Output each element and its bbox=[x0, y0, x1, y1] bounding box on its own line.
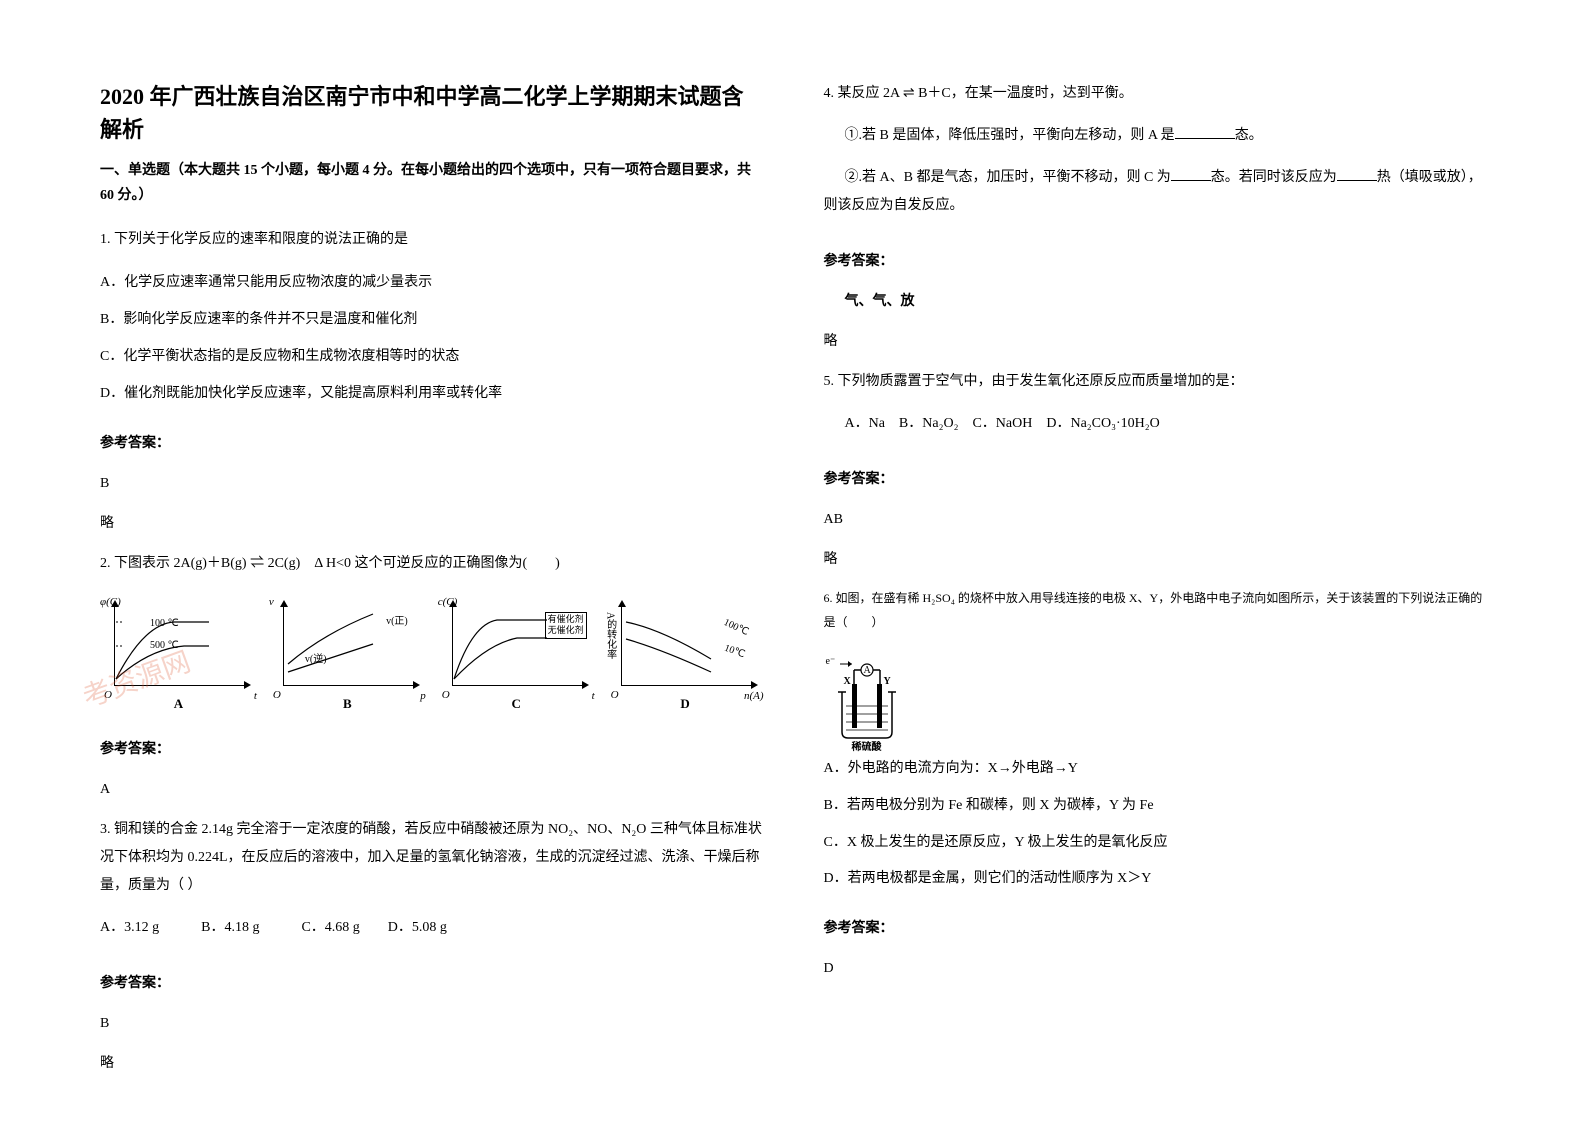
q5-answer: AB bbox=[824, 506, 1488, 534]
diagram-d-origin: O bbox=[611, 689, 619, 701]
electron-label: e⁻ bbox=[826, 656, 836, 667]
diagram-c-label: C bbox=[511, 696, 520, 712]
q5-options: A．Na B．Na₂O₂ C．NaOH D．Na₂CO₃·10H₂O bbox=[824, 410, 1488, 438]
diagram-a-curves bbox=[114, 604, 247, 686]
q1-option-c: C．化学平衡状态指的是反应物和生成物浓度相等时的状态 bbox=[100, 342, 764, 373]
diagram-b-ylabel: v bbox=[269, 596, 274, 608]
q2-diagram-b: v v(正) v(逆) O p B bbox=[269, 598, 426, 708]
section-header: 一、单选题（本大题共 15 个小题，每小题 4 分。在每小题给出的四个选项中，只… bbox=[100, 158, 764, 208]
q3-answer: B bbox=[100, 1010, 764, 1038]
q6-answer-label: 参考答案： bbox=[824, 915, 1488, 943]
q5-note: 略 bbox=[824, 546, 1488, 574]
diagram-d-xlabel: n(A) bbox=[744, 690, 764, 702]
q5-answer-label: 参考答案： bbox=[824, 466, 1488, 494]
diagram-a-label: A bbox=[174, 696, 183, 712]
q6-option-b: B．若两电极分别为 Fe 和碳棒，则 X 为碳棒，Y 为 Fe bbox=[824, 791, 1488, 822]
q6-option-c: C．X 极上发生的是还原反应，Y 极上发生的是氧化反应 bbox=[824, 828, 1488, 859]
q6-stem: 6. 如图，在盛有稀 H₂SO₄ 的烧杯中放入用导线连接的电极 X、Y，外电路中… bbox=[824, 586, 1488, 634]
diagram-b-xlabel: p bbox=[420, 690, 426, 702]
q1-option-d: D．催化剂既能加快化学反应速率，又能提高原料利用率或转化率 bbox=[100, 379, 764, 410]
diagram-a-xlabel: t bbox=[254, 690, 257, 702]
right-column: 4. 某反应 2A ⇌ B＋C，在某一温度时，达到平衡。 ①.若 B 是固体，降… bbox=[824, 80, 1488, 1062]
q3-answer-label: 参考答案： bbox=[100, 970, 764, 998]
q2-diagram-c: c(C) 有催化剂 无催化剂 O t C bbox=[438, 598, 595, 708]
diagram-d-ylabel: A的转化率 bbox=[603, 612, 618, 659]
q4-answer-label: 参考答案： bbox=[824, 248, 1488, 276]
blank-fill bbox=[1337, 167, 1377, 181]
diagram-b-origin: O bbox=[273, 689, 281, 701]
q1-answer: B bbox=[100, 470, 764, 498]
y-electrode-label: Y bbox=[884, 676, 891, 687]
q4-sub2: ②.若 A、B 都是气态，加压时，平衡不移动，则 C 为态。若同时该反应为热（填… bbox=[824, 164, 1488, 220]
q4-sub1-post: 态。 bbox=[1235, 128, 1263, 143]
q2-diagram-d: A的转化率 100℃ 10℃ O n(A) D bbox=[607, 598, 764, 708]
q2-stem: 2. 下图表示 2A(g)＋B(g) ⇌ 2C(g) Δ H<0 这个可逆反应的… bbox=[100, 550, 764, 578]
left-column: 2020 年广西壮族自治区南宁市中和中学高二化学上学期期末试题含解析 一、单选题… bbox=[100, 80, 764, 1062]
q6-option-a: A．外电路的电流方向为：X→外电路→Y bbox=[824, 754, 1488, 785]
q2-diagram-row: φ(C) 100 ℃ 500 ℃ O t A 考资源网 v bbox=[100, 598, 764, 708]
q6-device-diagram: A e⁻ X Y 稀硫酸 bbox=[824, 656, 914, 746]
diagram-b-label: B bbox=[343, 696, 352, 712]
q1-note: 略 bbox=[100, 510, 764, 538]
device-caption: 稀硫酸 bbox=[852, 738, 882, 753]
x-electrode-label: X bbox=[844, 676, 851, 687]
q2-answer: A bbox=[100, 776, 764, 804]
q6-answer: D bbox=[824, 955, 1488, 983]
q4-answer: 气、气、放 bbox=[824, 288, 1488, 316]
page-title: 2020 年广西壮族自治区南宁市中和中学高二化学上学期期末试题含解析 bbox=[100, 80, 764, 146]
blank-fill bbox=[1175, 125, 1235, 139]
q5-stem: 5. 下列物质露置于空气中，由于发生氧化还原反应而质量增加的是： bbox=[824, 368, 1488, 396]
q3-options: A．3.12 g B．4.18 g C．4.68 g D．5.08 g bbox=[100, 914, 764, 942]
diagram-a-origin: O bbox=[104, 689, 112, 701]
q4-note: 略 bbox=[824, 328, 1488, 356]
q4-stem: 4. 某反应 2A ⇌ B＋C，在某一温度时，达到平衡。 bbox=[824, 80, 1488, 108]
diagram-a-curve2-label: 500 ℃ bbox=[150, 640, 179, 651]
q4-sub1: ①.若 B 是固体，降低压强时，平衡向左移动，则 A 是 态。 bbox=[824, 122, 1488, 150]
diagram-c-legend: 有催化剂 无催化剂 bbox=[545, 612, 587, 639]
q1-answer-label: 参考答案： bbox=[100, 430, 764, 458]
diagram-c-origin: O bbox=[442, 689, 450, 701]
q2-answer-label: 参考答案： bbox=[100, 736, 764, 764]
blank-fill bbox=[1171, 167, 1211, 181]
diagram-d-label: D bbox=[680, 696, 689, 712]
q6-option-d: D．若两电极都是金属，则它们的活动性顺序为 X＞Y bbox=[824, 864, 1488, 895]
q4-sub2-mid: 态。若同时该反应为 bbox=[1211, 170, 1337, 185]
q3-stem: 3. 铜和镁的合金 2.14g 完全溶于一定浓度的硝酸，若反应中硝酸被还原为 N… bbox=[100, 816, 764, 900]
q1-option-b: B．影响化学反应速率的条件并不只是温度和催化剂 bbox=[100, 305, 764, 336]
diagram-b-curve2-label: v(逆) bbox=[305, 650, 327, 665]
q1-option-a: A．化学反应速率通常只能用反应物浓度的减少量表示 bbox=[100, 268, 764, 299]
ammeter-label: A bbox=[864, 665, 871, 676]
diagram-c-curve2-label: 无催化剂 bbox=[548, 625, 584, 637]
diagram-c-xlabel: t bbox=[592, 690, 595, 702]
diagram-a-curve1-label: 100 ℃ bbox=[150, 618, 179, 629]
diagram-b-curve1-label: v(正) bbox=[386, 612, 408, 627]
q4-sub2-pre: ②.若 A、B 都是气态，加压时，平衡不移动，则 C 为 bbox=[845, 170, 1171, 185]
q1-stem: 1. 下列关于化学反应的速率和限度的说法正确的是 bbox=[100, 226, 764, 254]
diagram-c-curve1-label: 有催化剂 bbox=[548, 614, 584, 626]
q3-note: 略 bbox=[100, 1050, 764, 1078]
q4-sub1-pre: ①.若 B 是固体，降低压强时，平衡向左移动，则 A 是 bbox=[845, 128, 1175, 143]
q2-diagram-a: φ(C) 100 ℃ 500 ℃ O t A 考资源网 bbox=[100, 598, 257, 708]
